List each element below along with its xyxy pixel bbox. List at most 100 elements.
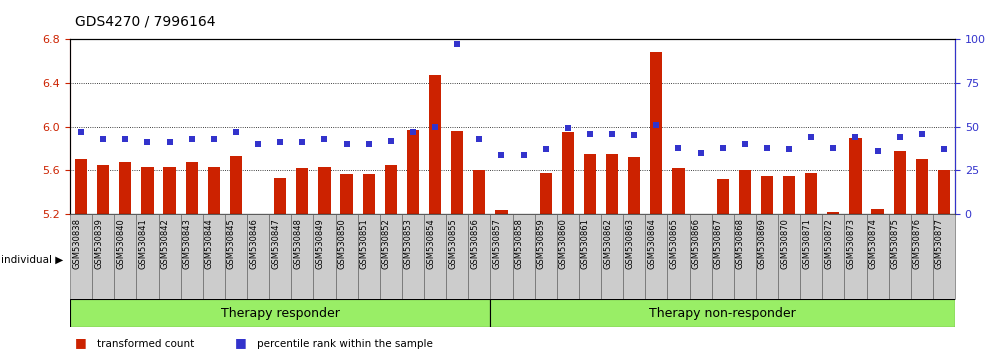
Text: GSM530845: GSM530845 <box>227 218 236 269</box>
Text: GSM530848: GSM530848 <box>293 218 302 269</box>
FancyBboxPatch shape <box>380 214 402 299</box>
FancyBboxPatch shape <box>734 214 756 299</box>
FancyBboxPatch shape <box>645 214 667 299</box>
Bar <box>606 154 618 214</box>
Bar <box>208 167 220 214</box>
Point <box>449 41 465 47</box>
Point <box>847 134 863 140</box>
FancyBboxPatch shape <box>756 214 778 299</box>
FancyBboxPatch shape <box>712 214 734 299</box>
Point <box>361 141 377 147</box>
Bar <box>230 156 242 214</box>
Text: GSM530839: GSM530839 <box>94 218 103 269</box>
FancyBboxPatch shape <box>247 214 269 299</box>
FancyBboxPatch shape <box>70 299 490 327</box>
Bar <box>540 172 552 214</box>
FancyBboxPatch shape <box>867 214 889 299</box>
Text: GSM530869: GSM530869 <box>758 218 767 269</box>
Point <box>427 124 443 130</box>
Text: individual ▶: individual ▶ <box>1 255 63 265</box>
Point <box>737 141 753 147</box>
Bar <box>938 170 950 214</box>
FancyBboxPatch shape <box>203 214 225 299</box>
Text: GSM530875: GSM530875 <box>891 218 900 269</box>
Bar <box>473 170 485 214</box>
Text: GSM530868: GSM530868 <box>736 218 745 269</box>
Bar <box>517 214 530 219</box>
Bar <box>451 131 463 214</box>
Bar <box>871 209 884 214</box>
Bar <box>805 172 817 214</box>
Text: GSM530865: GSM530865 <box>669 218 678 269</box>
Text: GSM530861: GSM530861 <box>581 218 590 269</box>
FancyBboxPatch shape <box>269 214 291 299</box>
Text: GSM530838: GSM530838 <box>72 218 81 269</box>
FancyBboxPatch shape <box>92 214 114 299</box>
Point <box>162 139 178 145</box>
Text: GSM530846: GSM530846 <box>249 218 258 269</box>
Point <box>493 152 509 158</box>
Bar <box>340 174 353 214</box>
Bar <box>97 165 109 214</box>
Text: GSM530877: GSM530877 <box>935 218 944 269</box>
Point <box>604 131 620 136</box>
FancyBboxPatch shape <box>778 214 800 299</box>
Text: GSM530849: GSM530849 <box>315 218 324 269</box>
Text: ■: ■ <box>75 336 87 349</box>
FancyBboxPatch shape <box>468 214 490 299</box>
Bar <box>407 130 419 214</box>
Text: GSM530873: GSM530873 <box>846 218 855 269</box>
FancyBboxPatch shape <box>579 214 601 299</box>
Bar <box>761 176 773 214</box>
Text: GSM530864: GSM530864 <box>647 218 656 269</box>
Point <box>471 136 487 142</box>
FancyBboxPatch shape <box>225 214 247 299</box>
Point <box>250 141 266 147</box>
Point <box>936 147 952 152</box>
Point <box>626 132 642 138</box>
Point <box>294 139 310 145</box>
FancyBboxPatch shape <box>291 214 313 299</box>
Bar <box>783 176 795 214</box>
Point <box>516 152 532 158</box>
FancyBboxPatch shape <box>313 214 336 299</box>
Text: percentile rank within the sample: percentile rank within the sample <box>257 339 433 349</box>
FancyBboxPatch shape <box>490 299 955 327</box>
Text: transformed count: transformed count <box>97 339 194 349</box>
Point <box>715 145 731 150</box>
Point <box>316 136 332 142</box>
FancyBboxPatch shape <box>535 214 557 299</box>
FancyBboxPatch shape <box>114 214 136 299</box>
Bar <box>894 151 906 214</box>
Point <box>139 139 155 145</box>
FancyBboxPatch shape <box>490 214 512 299</box>
Text: GSM530858: GSM530858 <box>515 218 524 269</box>
Point <box>339 141 355 147</box>
Bar <box>385 165 397 214</box>
Text: GSM530841: GSM530841 <box>138 218 147 269</box>
Point <box>95 136 111 142</box>
Bar <box>916 159 928 214</box>
FancyBboxPatch shape <box>889 214 911 299</box>
Text: Therapy responder: Therapy responder <box>221 307 340 320</box>
Text: GSM530852: GSM530852 <box>382 218 391 269</box>
Point <box>781 147 797 152</box>
Bar <box>827 212 839 214</box>
Point <box>405 129 421 135</box>
Bar <box>429 75 441 214</box>
Point <box>272 139 288 145</box>
FancyBboxPatch shape <box>70 214 92 299</box>
FancyBboxPatch shape <box>844 214 867 299</box>
Bar <box>75 159 87 214</box>
Text: GSM530872: GSM530872 <box>824 218 833 269</box>
Bar <box>363 174 375 214</box>
Bar <box>562 132 574 214</box>
FancyBboxPatch shape <box>623 214 645 299</box>
Text: GSM530862: GSM530862 <box>603 218 612 269</box>
FancyBboxPatch shape <box>136 214 158 299</box>
Text: GSM530870: GSM530870 <box>780 218 789 269</box>
Point <box>803 134 819 140</box>
Text: ■: ■ <box>235 336 247 349</box>
Bar <box>672 168 685 214</box>
Text: GSM530842: GSM530842 <box>161 218 170 269</box>
